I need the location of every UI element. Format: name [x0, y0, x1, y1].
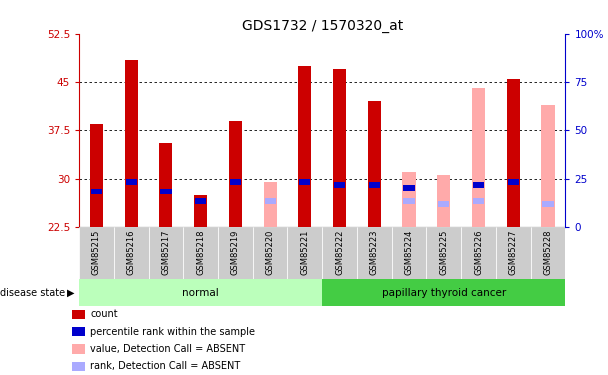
Bar [114, 227, 148, 279]
Bar [72, 309, 85, 319]
Bar [322, 227, 357, 279]
Text: normal: normal [182, 288, 219, 297]
Bar [253, 227, 288, 279]
Bar [404, 198, 415, 204]
Bar [368, 182, 380, 188]
Bar [229, 121, 242, 227]
Text: count: count [90, 309, 118, 319]
Bar [230, 179, 241, 185]
Bar [438, 201, 449, 207]
Text: percentile rank within the sample: percentile rank within the sample [90, 327, 255, 337]
Title: GDS1732 / 1570320_at: GDS1732 / 1570320_at [241, 19, 403, 33]
Text: GSM85226: GSM85226 [474, 230, 483, 275]
Bar [473, 198, 484, 204]
Text: GSM85223: GSM85223 [370, 230, 379, 275]
Text: GSM85220: GSM85220 [266, 230, 275, 275]
Bar [542, 105, 554, 227]
Text: GSM85216: GSM85216 [126, 230, 136, 275]
Bar [194, 195, 207, 227]
Bar [426, 227, 461, 279]
Bar [531, 227, 565, 279]
Bar [368, 101, 381, 227]
Bar [508, 179, 519, 185]
Text: GSM85217: GSM85217 [161, 230, 170, 275]
Text: GSM85228: GSM85228 [544, 230, 553, 275]
Bar [72, 344, 85, 354]
Text: GSM85227: GSM85227 [509, 230, 518, 275]
Bar [264, 198, 276, 204]
Bar [404, 185, 415, 191]
Text: GSM85215: GSM85215 [92, 230, 101, 275]
Text: ▶: ▶ [67, 288, 74, 298]
Bar [183, 227, 218, 279]
Bar [299, 66, 311, 227]
Text: GSM85218: GSM85218 [196, 230, 205, 275]
Text: GSM85224: GSM85224 [404, 230, 413, 275]
Bar [218, 227, 253, 279]
Text: GSM85222: GSM85222 [335, 230, 344, 275]
Bar [288, 227, 322, 279]
Bar [195, 198, 206, 204]
Text: rank, Detection Call = ABSENT: rank, Detection Call = ABSENT [90, 362, 241, 371]
Bar [506, 79, 520, 227]
Bar [299, 179, 311, 185]
Bar [473, 182, 484, 188]
Text: GSM85225: GSM85225 [440, 230, 448, 275]
Bar [91, 189, 102, 194]
Bar [159, 143, 173, 227]
Bar [322, 279, 565, 306]
Bar [437, 176, 451, 227]
Text: disease state: disease state [0, 288, 65, 298]
Bar [79, 227, 114, 279]
Bar [333, 69, 346, 227]
Bar [496, 227, 531, 279]
Text: GSM85219: GSM85219 [231, 230, 240, 275]
Bar [125, 179, 137, 185]
Bar [402, 172, 416, 227]
Bar [148, 227, 183, 279]
Text: papillary thyroid cancer: papillary thyroid cancer [382, 288, 506, 297]
Bar [542, 201, 554, 207]
Bar [90, 124, 103, 227]
Bar [125, 60, 138, 227]
Bar [392, 227, 426, 279]
Bar [472, 88, 485, 227]
Bar [461, 227, 496, 279]
Bar [161, 189, 171, 194]
Bar [72, 362, 85, 371]
Bar [79, 279, 322, 306]
Bar [263, 182, 277, 227]
Text: value, Detection Call = ABSENT: value, Detection Call = ABSENT [90, 344, 246, 354]
Text: GSM85221: GSM85221 [300, 230, 309, 275]
Bar [357, 227, 392, 279]
Bar [72, 327, 85, 336]
Bar [334, 182, 345, 188]
